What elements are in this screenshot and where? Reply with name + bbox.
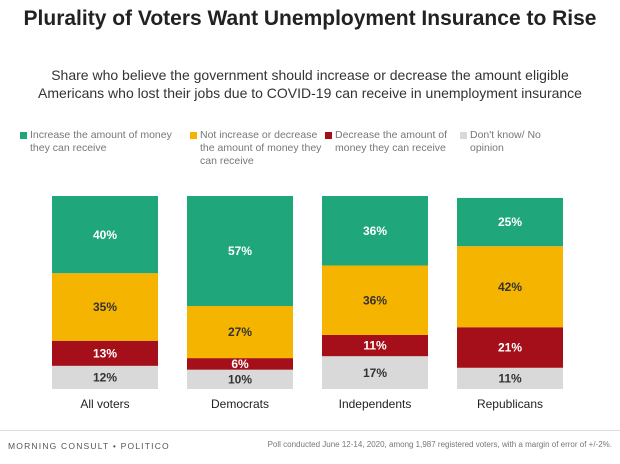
bar-segment	[52, 273, 158, 341]
data-label: 36%	[363, 224, 387, 238]
bar-segment	[52, 196, 158, 274]
bar-segment	[322, 265, 428, 335]
legend-label: Not increase or decrease the amount of m…	[200, 129, 322, 167]
legend-swatch	[325, 132, 332, 139]
data-label: 42%	[498, 280, 522, 294]
data-label: 21%	[498, 341, 522, 355]
legend-item: Not increase or decrease the amount of m…	[190, 129, 325, 168]
footnote: Poll conducted June 12-14, 2020, among 1…	[267, 440, 612, 449]
x-tick-label: Democrats	[211, 397, 269, 411]
chart-subtitle: Share who believe the government should …	[38, 67, 582, 101]
data-label: 57%	[228, 244, 252, 258]
data-label: 13%	[93, 346, 117, 360]
data-label: 6%	[231, 357, 249, 371]
bar-segment	[52, 365, 158, 389]
bar-segment	[187, 369, 293, 389]
bar-segment	[187, 196, 293, 307]
legend-label: Don't know/ No opinion	[470, 129, 541, 154]
legend-label: Decrease the amount of money they can re…	[335, 129, 448, 154]
chart: 12% 13% 35% 40% All voters 10% 6% 27% 57% Democra…	[52, 196, 563, 411]
source: MORNING CONSULT • POLITICO	[8, 441, 170, 451]
bar-segment	[187, 358, 293, 370]
legend-swatch	[190, 132, 197, 139]
bar-segment	[322, 334, 428, 357]
data-label: 11%	[498, 372, 522, 386]
data-label: 12%	[93, 371, 117, 385]
bar-segment	[457, 197, 563, 247]
bar-segment	[52, 340, 158, 366]
data-label: 35%	[93, 300, 117, 314]
data-label: 27%	[228, 325, 252, 339]
data-label: 25%	[498, 215, 522, 229]
bar-segment	[457, 327, 563, 368]
footer-divider	[0, 430, 620, 431]
x-tick-label: All voters	[80, 397, 129, 411]
bar-segment	[457, 246, 563, 328]
legend-swatch	[20, 132, 27, 139]
data-label: 10%	[228, 373, 252, 387]
legend-label: Increase the amount of money they can re…	[30, 129, 172, 154]
legend-item: Increase the amount of money they can re…	[20, 129, 180, 155]
chart-title: Plurality of Voters Want Unemployment In…	[23, 7, 597, 30]
legend-swatch	[460, 132, 467, 139]
bar-segment	[322, 196, 428, 266]
data-label: 11%	[363, 339, 387, 353]
bar-segment	[457, 367, 563, 389]
data-label: 17%	[363, 366, 387, 380]
data-label: 36%	[363, 293, 387, 307]
legend-item: Decrease the amount of money they can re…	[325, 129, 455, 155]
bar-segment	[322, 356, 428, 389]
x-tick-label: Republicans	[477, 397, 543, 411]
bar-segment	[187, 306, 293, 359]
legend-item: Don't know/ No opinion	[460, 129, 570, 155]
x-tick-label: Independents	[339, 397, 412, 411]
data-label: 40%	[93, 228, 117, 242]
